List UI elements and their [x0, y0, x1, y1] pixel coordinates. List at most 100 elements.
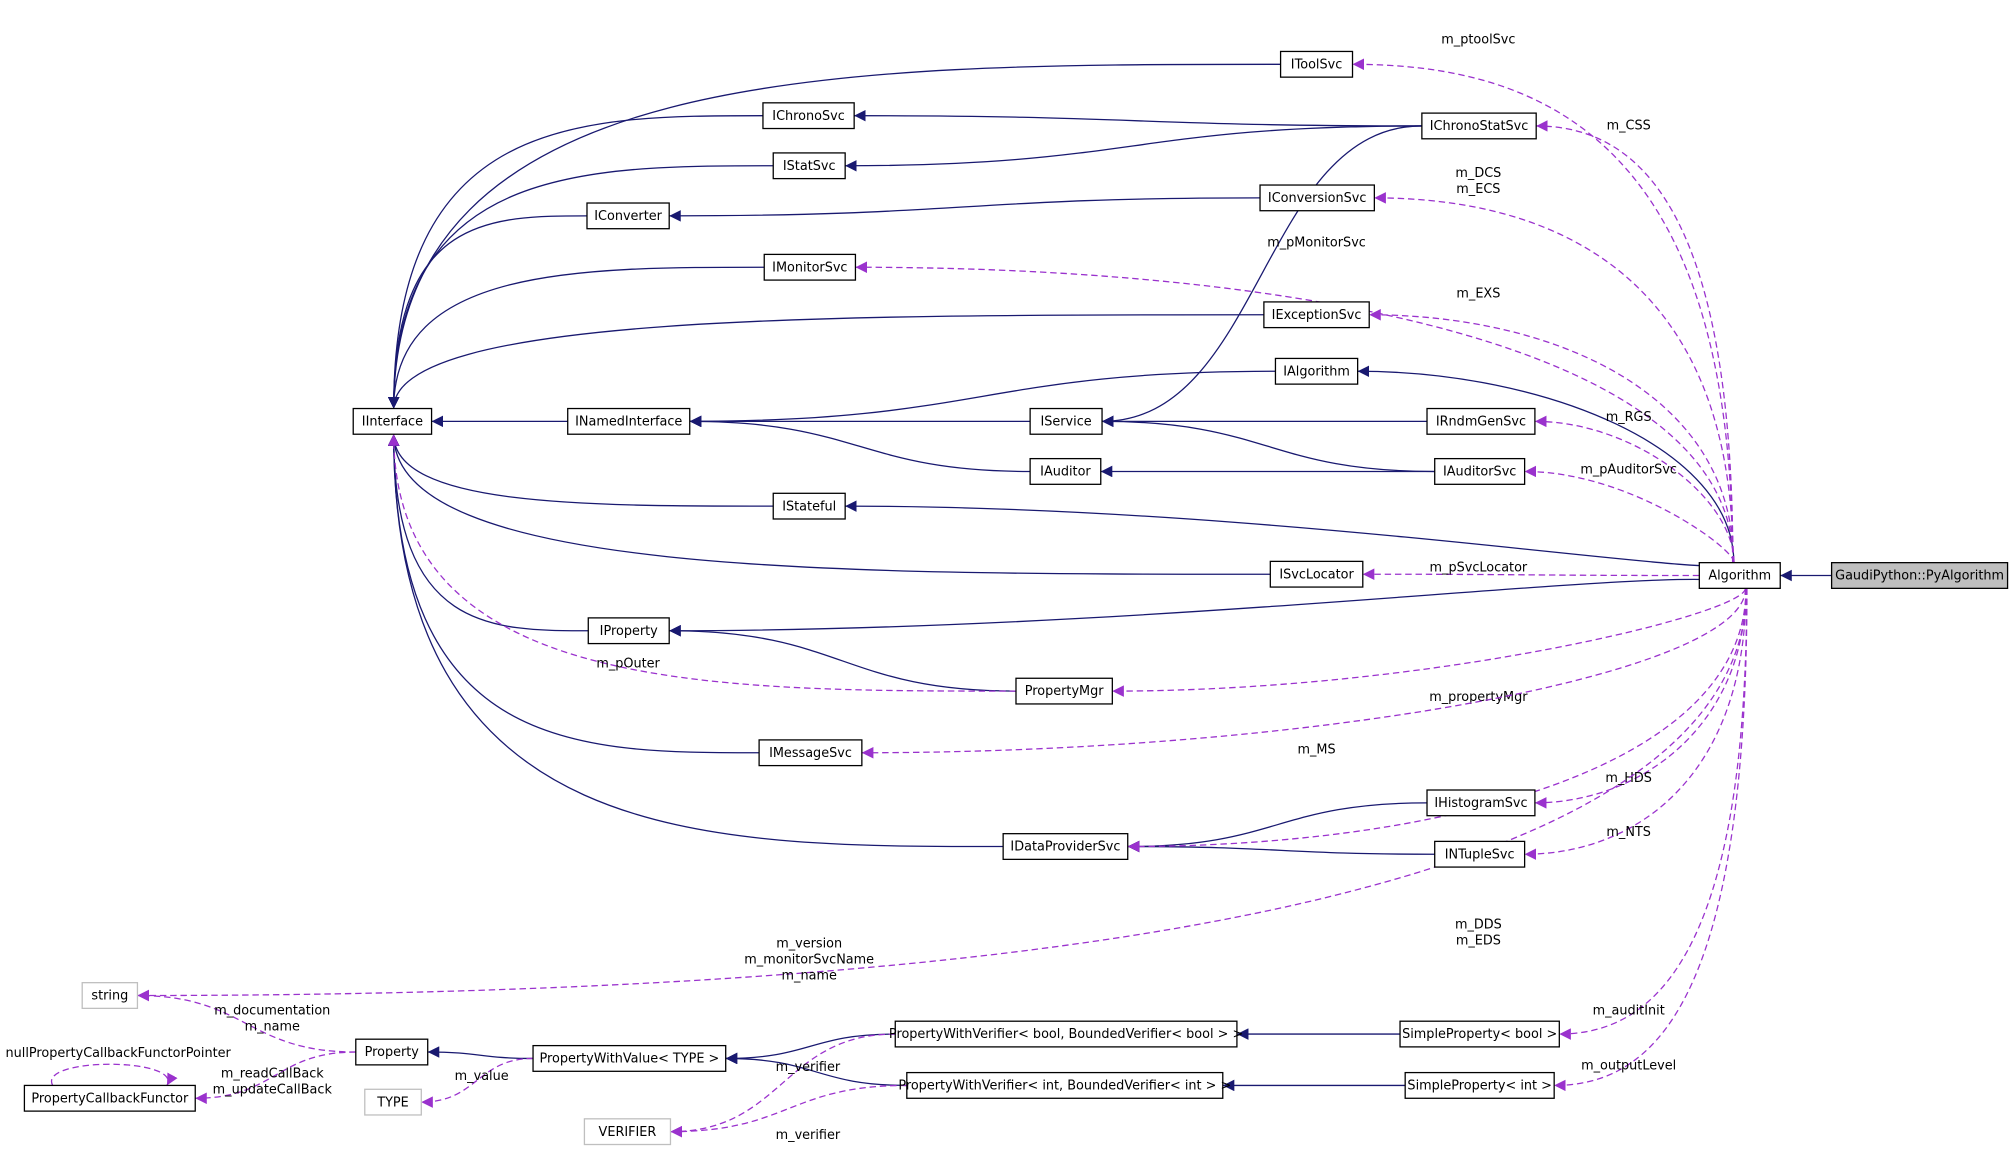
class-label: IAuditor	[1040, 465, 1091, 480]
usage-edge	[1362, 568, 1700, 581]
class-node	[81, 982, 139, 1010]
edge-label: m_ECS	[1456, 182, 1500, 197]
edge-label: m_pMonitorSvc	[1267, 235, 1366, 250]
class-label: VERIFIER	[599, 1125, 657, 1140]
usage-edge	[1554, 588, 1748, 1092]
class-node	[567, 407, 691, 435]
usage-edge	[387, 434, 1016, 692]
usage-edge	[1534, 415, 1735, 563]
inheritance-edge	[1127, 802, 1428, 853]
class-node	[532, 1044, 727, 1072]
class-node	[906, 1071, 1224, 1099]
usage-edge	[1534, 588, 1747, 809]
class-label: string	[91, 989, 128, 1004]
inheritance-edge	[387, 434, 1271, 575]
class-node	[1015, 677, 1113, 705]
class-label: PropertyWithVerifier< int, BoundedVerifi…	[898, 1079, 1231, 1094]
class-label: IConverter	[594, 209, 662, 224]
class-label: IChronoSvc	[772, 109, 844, 124]
inheritance-edge	[689, 370, 1276, 428]
inheritance-edge	[387, 314, 1264, 409]
class-node	[586, 202, 670, 230]
usage-edge	[1369, 308, 1735, 563]
edge-label: m_EDS	[1456, 933, 1501, 948]
inheritance-edge	[669, 624, 1016, 692]
inheritance-edge	[854, 109, 1422, 127]
usage-edge	[1524, 465, 1735, 563]
inheritance-edge	[1127, 840, 1435, 855]
edge-label: m_pAuditorSvc	[1580, 463, 1677, 478]
class-node	[758, 739, 863, 767]
inheritance-edge	[689, 415, 1031, 473]
class-node	[355, 1038, 429, 1066]
edge-label: m_DCS	[1455, 166, 1501, 181]
inheritance-edge	[725, 1052, 907, 1087]
class-label: IMonitorSvc	[772, 260, 847, 275]
edge-label: m_version	[776, 937, 842, 952]
edge-label: m_NTS	[1606, 825, 1651, 840]
class-node	[1029, 457, 1102, 485]
inheritance-edge	[387, 266, 765, 409]
edge-label: m_monitorSvcName	[744, 953, 874, 968]
edge-label: m_verifier	[776, 1060, 841, 1075]
class-label: TYPE	[376, 1095, 409, 1110]
usage-edge	[50, 1063, 178, 1086]
usage-edge	[195, 1051, 356, 1105]
class-label: ISvcLocator	[1279, 567, 1354, 582]
class-label: IRndmGenSvc	[1436, 415, 1526, 430]
class-node	[1279, 50, 1354, 78]
usage-edge	[855, 261, 1735, 563]
usage-edge	[137, 588, 1748, 1002]
class-node	[1698, 562, 1781, 589]
class-label: IChronoStatSvc	[1430, 119, 1529, 134]
class-node	[1434, 840, 1526, 868]
edge-label: m_outputLevel	[1581, 1059, 1676, 1074]
edge-label: m_ptoolSvc	[1441, 32, 1515, 47]
usage-edge	[1536, 120, 1734, 563]
inheritance-edge	[845, 125, 1422, 172]
edge-label: nullPropertyCallbackFunctorPointer	[6, 1046, 232, 1061]
class-label: IInterface	[362, 415, 423, 430]
edge-label: m_auditInit	[1593, 1003, 1665, 1018]
edge-label: m_propertyMgr	[1429, 690, 1528, 705]
usage-edge	[137, 989, 356, 1053]
class-node	[1426, 407, 1536, 435]
nodes: IToolSvc IChronoStatSvc IChronoSvc IStatSvc…	[23, 50, 2009, 1146]
class-node	[1421, 112, 1537, 140]
class-label: SimpleProperty< bool >	[1402, 1027, 1557, 1042]
class-node	[1259, 184, 1375, 212]
class-node	[1434, 457, 1526, 485]
edge-label: m_value	[455, 1069, 509, 1084]
class-label: Property	[365, 1045, 420, 1060]
class-node	[1399, 1020, 1560, 1048]
edge-label: m_verifier	[776, 1128, 841, 1143]
class-node	[23, 1084, 196, 1112]
class-node	[1263, 301, 1370, 329]
class-node	[1274, 357, 1359, 385]
class-label: SimpleProperty< int >	[1407, 1079, 1551, 1094]
class-label: IProperty	[600, 624, 658, 639]
edge-label: m_HDS	[1605, 771, 1652, 786]
class-label: PropertyWithValue< TYPE >	[539, 1052, 719, 1067]
edge-label: m_MS	[1297, 743, 1335, 758]
class-label: IHistogramSvc	[1434, 796, 1527, 811]
class-node	[894, 1020, 1238, 1048]
class-label: Algorithm	[1708, 569, 1771, 584]
class-node	[1029, 407, 1103, 435]
class-label: GaudiPython::PyAlgorithm	[1835, 569, 2004, 584]
edge-label: m_updateCallBack	[213, 1082, 333, 1097]
inheritance-edge	[725, 1033, 896, 1065]
inheritance-edge	[387, 434, 589, 632]
usage-edge	[670, 1084, 907, 1138]
class-node	[1269, 560, 1364, 588]
class-label: IAlgorithm	[1283, 364, 1350, 379]
class-node	[762, 102, 855, 130]
usage-edge	[1374, 192, 1734, 563]
inheritance-edge	[387, 434, 774, 507]
inheritance-edge	[427, 1046, 534, 1060]
usage-edge	[421, 1057, 534, 1108]
inheritance-edge	[387, 434, 760, 754]
edge-label: m_readCallBack	[221, 1066, 324, 1081]
